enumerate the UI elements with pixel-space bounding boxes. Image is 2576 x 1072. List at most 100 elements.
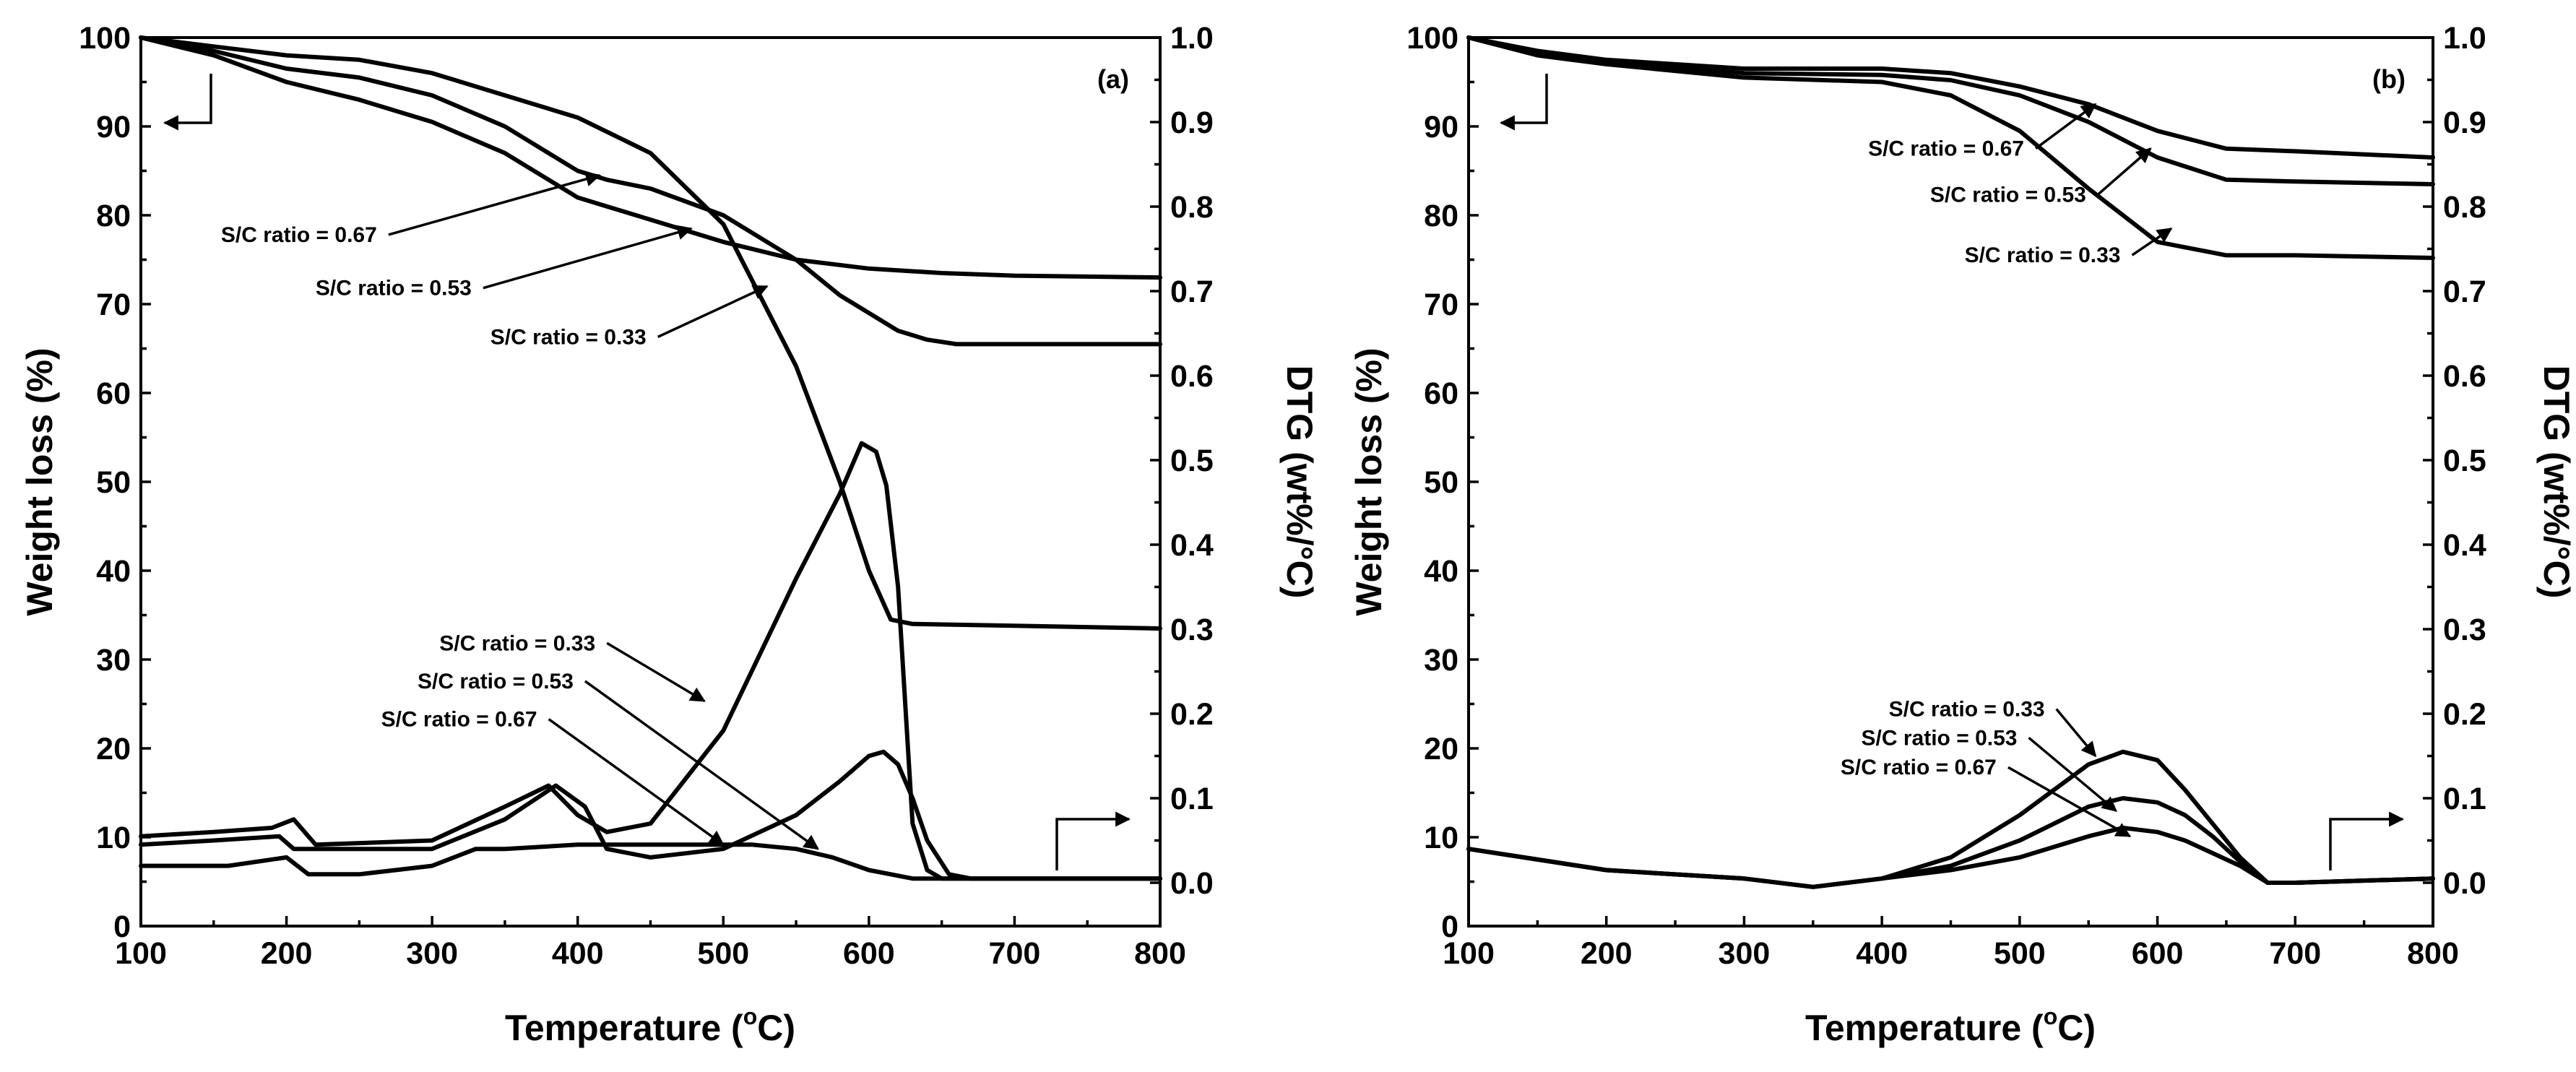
panel-b-y-left-tick-label: 100 [1406,21,1458,56]
panel-a-x-tick-label: 400 [552,936,604,971]
panel-a-label: (a) [1097,64,1129,94]
panel-a-tga-annotation-label: S/C ratio = 0.53 [316,277,472,301]
panel-a-y-left-tick-label: 60 [96,376,131,411]
panel-a-x-tick-label: 100 [115,936,167,971]
panel-b-y-right-tick-label: 0.8 [2443,190,2486,225]
panel-b-tga-line-0-33 [1466,35,2435,260]
panel-b-tga-annotation-arrow [2035,103,2097,150]
panel-a-y-right-tick-label: 0.7 [1170,275,1214,309]
panel-a-y-left-tick-label: 100 [79,21,131,56]
panel-a-ticks: 100 200 300 400 500 600 700 800 0 10 20 30 40 50 60 70 8… [79,21,1214,971]
panel-b-dtg-annotation-arrow [2028,736,2117,812]
panel-b-frame [1467,36,2434,928]
panel-b-y-right-tick-label: 0.0 [2443,866,2486,901]
panel-b-tga-annotation-label: S/C ratio = 0.67 [1868,137,2024,161]
panel-a-y-left-tick-label: 40 [96,554,131,589]
panel-a-y-right-tick-label: 0.3 [1170,613,1214,647]
panel-b-dtg-annotation-label: S/C ratio = 0.33 [1889,698,2045,722]
panel-b-dtg-line-0-67 [1466,826,2435,889]
panel-a-y-left-tick-label: 80 [96,199,131,233]
panel-b-y-right-tick-label: 0.7 [2443,275,2486,309]
panel-a-x-axis-title: Temperature (oC) [505,1003,795,1048]
panel-b-x-tick-label: 600 [2132,936,2184,971]
panel-b-y-left-tick-label: 50 [1424,465,1458,500]
right-axis-arrow-icon [2329,811,2405,870]
panel-a-y-left-tick-label: 30 [96,643,131,678]
panel-b-dtg-annotation-label: S/C ratio = 0.67 [1841,756,1997,779]
panel-a-dtg-line-0-33 [139,441,1162,881]
panel-b-dtg-annotation-arrow [2055,708,2097,758]
panel-a-dtg-annotation-label: S/C ratio = 0.53 [418,670,574,693]
panel-a-y-right-tick-label: 0.8 [1170,190,1214,225]
panel-a-y-right-tick-label: 0.6 [1170,359,1214,394]
panel-b-y-left-title: Weight loss (%) [1349,347,1389,615]
panel-b-dtg-line-0-53 [1466,796,2435,889]
panel-b-y-left-tick-label: 0 [1441,909,1458,944]
panel-a-x-tick-label: 200 [261,936,313,971]
panel-b-tga-annotation-label: S/C ratio = 0.33 [1965,243,2121,267]
panel-b-annotations: S/C ratio = 0.67 S/C ratio = 0.53 S/C rati… [1841,103,2173,838]
panel-a-tga-annotation-label: S/C ratio = 0.67 [221,223,377,247]
panel-a-y-left-tick-label: 90 [96,110,131,144]
left-axis-arrow-icon [1499,74,1548,131]
panel-a-y-right-tick-label: 0.0 [1170,866,1214,901]
panel-a-tga-annotation-arrow [483,225,693,290]
panel-a: 100 200 300 400 500 600 700 800 0 10 20 30 40 50 60 70 8… [20,21,1320,1048]
panel-b-y-left-tick-label: 40 [1424,554,1458,589]
panel-a-y-right-tick-label: 0.2 [1170,697,1214,732]
panel-b-y-right-tick-label: 1.0 [2443,21,2486,56]
panel-b-x-tick-label: 400 [1856,936,1908,971]
panel-b-tga-annotation-label: S/C ratio = 0.53 [1930,183,2086,207]
panel-a-y-right-tick-label: 0.5 [1170,444,1214,478]
panel-a-x-tick-label: 700 [989,936,1041,971]
panel-a-x-tick-label: 800 [1134,936,1186,971]
panel-a-x-tick-label: 500 [697,936,749,971]
panel-a-tga-line-0-33 [139,35,1162,280]
panel-b-tga-annotation-arrow [2131,228,2173,256]
panel-b-y-right-tick-label: 0.6 [2443,359,2486,394]
panel-b-x-tick-label: 200 [1581,936,1633,971]
panel-a-dtg-line-0-67 [139,842,1162,881]
left-axis-arrow-icon [163,74,212,131]
panel-a-tga-line-0-67 [139,35,1162,631]
panel-a-tga-annotation-arrow [657,285,769,338]
panel-a-tga-annotation-label: S/C ratio = 0.33 [490,325,647,349]
panel-b-y-right-title: DTG (wt%/°C) [2536,366,2576,599]
panel-b-y-right-tick-label: 0.1 [2443,782,2486,816]
panel-a-dtg-annotation-arrow [606,641,706,702]
panel-a-y-right-tick-label: 0.9 [1170,105,1214,140]
panel-b-y-left-tick-label: 30 [1424,643,1458,678]
right-axis-arrow-icon [1055,811,1131,870]
panel-b-label: (b) [2372,64,2406,94]
panel-a-y-left-tick-label: 70 [96,288,131,322]
panel-a-y-left-tick-label: 0 [113,909,131,944]
panel-a-y-right-tick-label: 0.1 [1170,782,1214,816]
panel-b-ticks: 100 200 300 400 500 600 700 800 0 10 20 30 40 50 60 70 8… [1406,21,2486,971]
panel-a-tga-line-0-53 [139,35,1162,347]
panel-b-y-left-tick-label: 80 [1424,199,1458,233]
panel-b-x-tick-label: 500 [1994,936,2046,971]
panel-b-curves [1466,35,2435,889]
panel-a-y-left-tick-label: 50 [96,465,131,500]
panel-b-y-right-tick-label: 0.4 [2443,528,2486,563]
panel-b-y-left-tick-label: 70 [1424,288,1458,322]
panel-b-y-left-tick-label: 60 [1424,376,1458,411]
panel-b-y-right-tick-label: 0.5 [2443,444,2486,478]
panel-a-curves [139,35,1162,881]
panel-a-x-tick-label: 300 [406,936,458,971]
panel-b-y-right-tick-label: 0.9 [2443,105,2486,140]
panel-b-y-left-tick-label: 20 [1424,732,1458,766]
panel-b-tga-annotation-arrow [2096,147,2152,196]
panel-a-y-right-tick-label: 1.0 [1170,21,1214,56]
panel-a-y-left-tick-label: 10 [96,821,131,855]
panel-b: 100 200 300 400 500 600 700 800 0 10 20 30 40 50 60 70 8… [1349,21,2576,1048]
panel-b-x-axis-title: Temperature (oC) [1805,1003,2096,1048]
panel-a-x-tick-label: 600 [843,936,895,971]
panel-a-dtg-annotation-arrow [548,718,725,846]
panel-a-y-left-title: Weight loss (%) [20,347,60,615]
panel-a-frame [139,36,1162,928]
panel-a-tga-annotation-arrow [388,171,601,236]
panel-b-y-right-tick-label: 0.2 [2443,697,2486,732]
panel-b-y-right-tick-label: 0.3 [2443,613,2486,647]
